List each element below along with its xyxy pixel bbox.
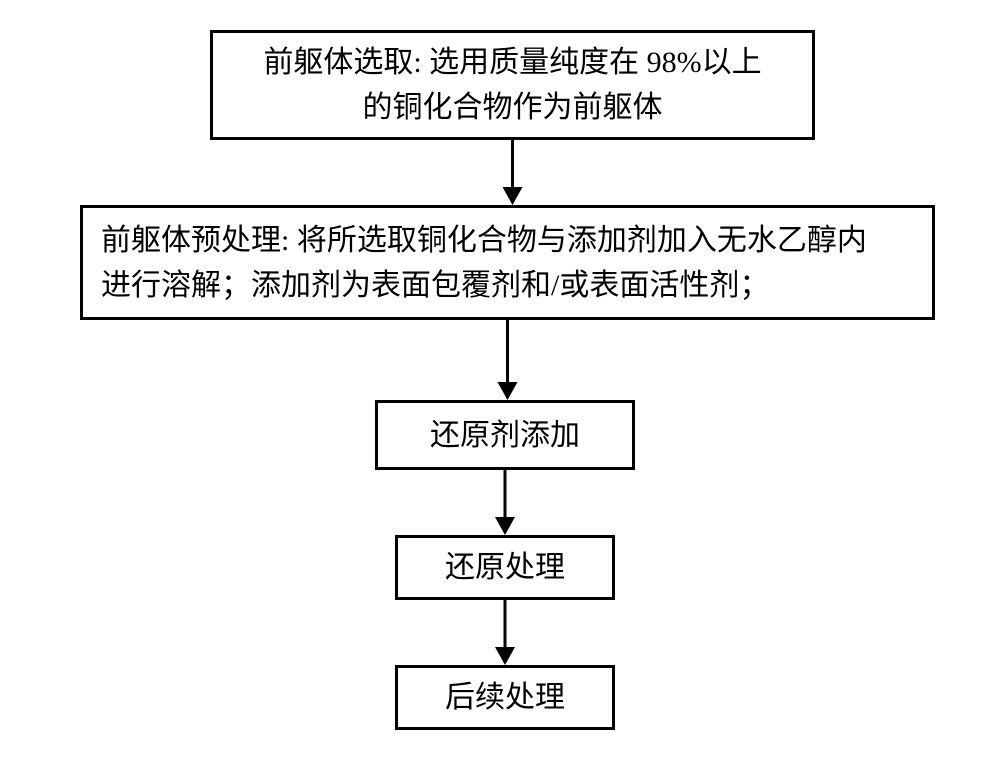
node-line: 前躯体选取: 选用质量纯度在 98%以上 [213,40,812,85]
node-precursor-select: 前躯体选取: 选用质量纯度在 98%以上 的铜化合物作为前躯体 [210,30,815,140]
flowchart-canvas: 前躯体选取: 选用质量纯度在 98%以上 的铜化合物作为前躯体 前躯体预处理: … [0,0,1000,765]
node-add-reductant: 还原剂添加 [375,400,635,470]
node-line: 的铜化合物作为前躯体 [213,85,812,130]
node-reduction: 还原处理 [395,535,615,600]
node-line: 前躯体预处理: 将所选取铜化合物与添加剂加入无水乙醇内 [101,218,867,263]
node-line: 进行溶解；添加剂为表面包覆剂和/或表面活性剂； [101,263,769,308]
node-line: 后续处理 [398,675,612,720]
node-precursor-pretreat: 前躯体预处理: 将所选取铜化合物与添加剂加入无水乙醇内 进行溶解；添加剂为表面包… [80,205,935,320]
node-line: 还原处理 [398,545,612,590]
node-line: 还原剂添加 [378,413,632,458]
node-post-process: 后续处理 [395,665,615,730]
